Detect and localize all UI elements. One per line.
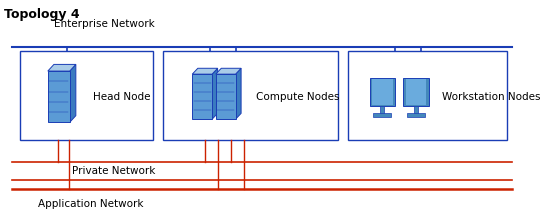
Polygon shape: [216, 68, 241, 74]
Text: Head Node: Head Node: [93, 92, 150, 102]
Polygon shape: [70, 64, 76, 122]
Bar: [414, 106, 418, 114]
Bar: [163, 51, 337, 140]
Text: Private Network: Private Network: [72, 166, 155, 176]
Bar: [192, 74, 212, 119]
Bar: [370, 78, 395, 106]
Bar: [380, 106, 384, 114]
Bar: [373, 113, 391, 117]
Bar: [19, 51, 153, 140]
Bar: [216, 74, 236, 119]
Text: Workstation Nodes: Workstation Nodes: [442, 92, 540, 102]
Polygon shape: [212, 68, 217, 119]
Bar: [371, 79, 393, 105]
Bar: [348, 51, 507, 140]
Bar: [407, 113, 425, 117]
Bar: [48, 71, 70, 122]
Text: Enterprise Network: Enterprise Network: [53, 19, 155, 29]
Text: Compute Nodes: Compute Nodes: [256, 92, 339, 102]
Text: Topology 4: Topology 4: [4, 8, 80, 21]
Polygon shape: [236, 68, 241, 119]
Polygon shape: [48, 64, 76, 71]
Bar: [405, 79, 426, 105]
Bar: [404, 78, 429, 106]
Text: Application Network: Application Network: [38, 199, 143, 209]
Polygon shape: [192, 68, 217, 74]
